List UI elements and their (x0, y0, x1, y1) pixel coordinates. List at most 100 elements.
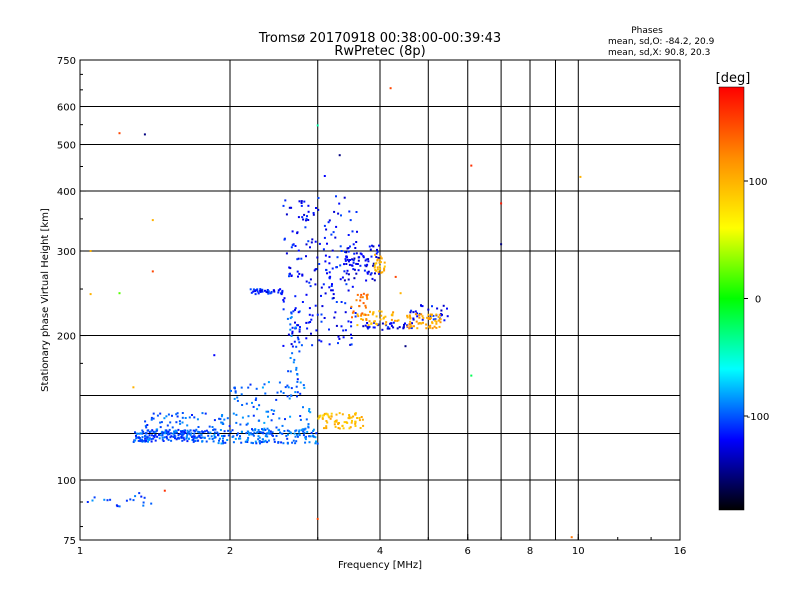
data-point (273, 290, 276, 293)
data-point (241, 416, 244, 419)
data-point (298, 430, 300, 433)
data-point (304, 438, 307, 441)
data-point (343, 279, 346, 282)
data-point (352, 268, 355, 271)
data-point (370, 322, 373, 325)
data-point (349, 219, 352, 222)
data-point (143, 133, 146, 136)
data-point (380, 271, 383, 274)
data-point (138, 432, 141, 435)
data-point (335, 195, 337, 198)
data-point (370, 272, 373, 275)
data-point (325, 425, 328, 428)
data-point (347, 260, 350, 263)
chart-subtitle: RwPretec (8p) (334, 44, 425, 59)
data-point (192, 440, 195, 443)
data-point (369, 248, 372, 251)
data-point (167, 438, 170, 441)
data-point (181, 439, 184, 442)
data-point (325, 269, 328, 272)
data-point (353, 252, 356, 255)
data-point (213, 434, 216, 436)
data-point (313, 435, 315, 438)
data-point (165, 415, 168, 418)
data-point (345, 263, 348, 265)
data-point (171, 426, 174, 429)
data-point (350, 416, 353, 419)
y-tick-label: 600 (57, 103, 76, 114)
data-point (305, 255, 307, 258)
data-point (428, 325, 431, 328)
data-point (365, 279, 368, 282)
data-point (364, 304, 367, 307)
data-point (286, 317, 289, 320)
data-point (427, 313, 430, 316)
data-point (226, 439, 229, 441)
data-point (307, 204, 310, 207)
x-tick-label: 10 (572, 546, 585, 557)
data-point (165, 435, 168, 438)
data-point (361, 318, 364, 321)
data-point (352, 261, 355, 264)
data-point (161, 436, 164, 439)
data-point (290, 334, 293, 337)
data-point (185, 437, 188, 440)
data-point (305, 337, 308, 340)
data-point (409, 320, 412, 323)
colorbar-label: [deg] (716, 71, 751, 86)
data-point (308, 441, 311, 444)
data-point (360, 314, 363, 317)
data-point (287, 370, 290, 373)
data-point (350, 321, 353, 324)
data-point (376, 258, 379, 261)
data-point (470, 164, 473, 167)
data-point (160, 431, 163, 434)
data-point (340, 250, 343, 252)
data-point (179, 433, 182, 435)
data-point (173, 434, 176, 437)
data-point (137, 439, 140, 442)
data-point (277, 429, 280, 431)
data-point (250, 441, 253, 444)
data-point (300, 202, 303, 204)
data-point (434, 318, 437, 321)
data-point (180, 430, 183, 433)
data-point (333, 423, 336, 426)
data-point (152, 417, 155, 420)
data-point (143, 496, 146, 499)
data-point (194, 429, 197, 432)
data-point (175, 421, 178, 424)
data-point (291, 244, 294, 247)
data-point (172, 432, 175, 435)
data-point (167, 430, 170, 433)
data-point (312, 430, 315, 432)
data-point (166, 430, 168, 433)
data-point (437, 319, 440, 322)
data-point (284, 199, 287, 202)
data-point (255, 431, 258, 434)
data-point (238, 437, 240, 440)
data-point (376, 248, 378, 251)
data-point (288, 206, 291, 209)
data-point (310, 241, 313, 244)
data-point (374, 253, 377, 256)
data-point (348, 417, 351, 420)
data-point (163, 436, 166, 439)
data-point (315, 440, 317, 443)
data-point (136, 436, 139, 439)
data-point (332, 231, 335, 234)
data-point (267, 431, 270, 434)
data-point (222, 441, 225, 444)
data-point (371, 244, 373, 247)
data-point (261, 441, 264, 443)
data-point (420, 304, 422, 307)
data-point (387, 326, 390, 329)
data-point (371, 277, 374, 280)
data-point (162, 440, 165, 442)
data-point (296, 378, 299, 381)
data-point (288, 266, 291, 269)
data-point (331, 297, 334, 300)
data-point (156, 435, 159, 438)
data-point (135, 434, 137, 437)
